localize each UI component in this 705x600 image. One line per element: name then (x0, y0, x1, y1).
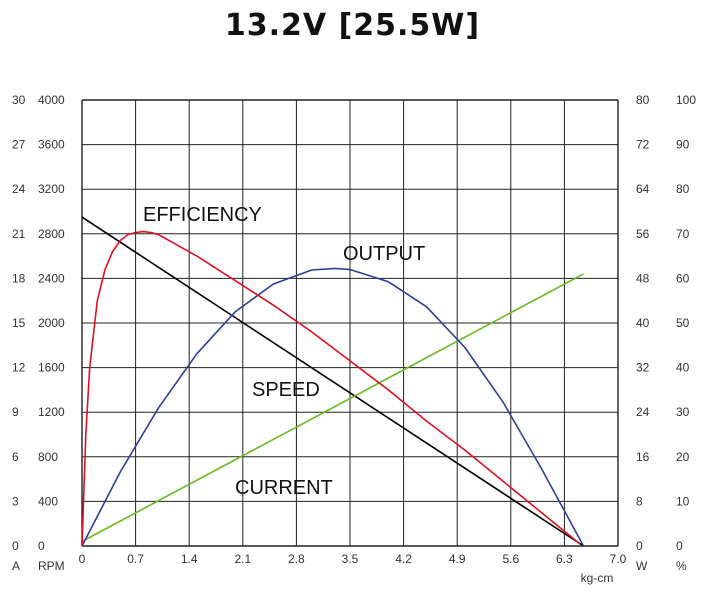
current-axis-tick: 18 (12, 271, 26, 285)
series-line-current (81, 273, 584, 543)
current-axis-tick: 24 (12, 182, 26, 196)
percent-axis-tick: 20 (676, 450, 690, 464)
curve-labels: EFFICIENCY OUTPUT SPEED CURRENT (143, 204, 425, 499)
watt-axis-tick: 32 (636, 361, 650, 375)
rpm-axis-unit-label: RPM (38, 559, 65, 573)
watt-axis-tick: 48 (636, 271, 650, 285)
label-current: CURRENT (235, 477, 333, 499)
percent-axis-tick: 0 (676, 539, 683, 553)
percent-axis-tick: 30 (676, 405, 690, 419)
chart-title: 13.2V [25.5W] (224, 8, 481, 43)
percent-axis-tick: 70 (676, 227, 690, 241)
rpm-axis-tick: 2400 (38, 271, 65, 285)
x-tick-label: 7.0 (610, 552, 627, 566)
current-axis-tick: 9 (12, 405, 19, 419)
rpm-axis-tick: 400 (38, 494, 58, 508)
rpm-axis-tick: 1200 (38, 405, 65, 419)
rpm-axis-tick: 0 (38, 539, 45, 553)
watt-axis-tick: 0 (636, 539, 643, 553)
x-tick-label: 2.8 (288, 552, 305, 566)
x-tick-label: 4.9 (449, 552, 466, 566)
grid (81, 99, 619, 547)
percent-axis-tick: 50 (676, 316, 690, 330)
percent-axis-tick: 40 (676, 361, 690, 375)
series-lines (81, 216, 585, 547)
watt-axis-tick: 24 (636, 405, 650, 419)
percent-axis-tick: 60 (676, 271, 690, 285)
percent-axis-tick: 80 (676, 182, 690, 196)
series-line-efficiency (81, 230, 581, 547)
rpm-axis-tick: 2000 (38, 316, 65, 330)
watt-axis-tick: 8 (636, 494, 643, 508)
watt-axis-tick: 56 (636, 227, 650, 241)
x-tick-label: 0.7 (127, 552, 144, 566)
percent-axis-tick: 100 (676, 93, 696, 107)
x-tick-label: 6.3 (556, 552, 573, 566)
watt-axis-tick: 64 (636, 182, 650, 196)
current-axis-tick: 6 (12, 450, 19, 464)
x-tick-label: 0 (79, 552, 86, 566)
rpm-axis-tick: 800 (38, 450, 58, 464)
current-axis-unit-label: A (12, 559, 20, 573)
label-output: OUTPUT (343, 243, 425, 265)
watt-axis-tick: 40 (636, 316, 650, 330)
x-tick-label: 2.1 (234, 552, 251, 566)
rpm-axis-tick: 2800 (38, 227, 65, 241)
rpm-axis-tick: 4000 (38, 93, 65, 107)
label-efficiency: EFFICIENCY (143, 204, 262, 226)
percent-axis-tick: 10 (676, 494, 690, 508)
x-tick-label: 3.5 (342, 552, 359, 566)
x-unit-label: kg-cm (581, 571, 614, 585)
rpm-axis-tick: 3600 (38, 138, 65, 152)
series-line-output (81, 267, 585, 547)
x-tick-label: 1.4 (181, 552, 198, 566)
label-speed: SPEED (252, 379, 320, 401)
current-axis-tick: 15 (12, 316, 26, 330)
percent-axis-tick: 90 (676, 138, 690, 152)
current-axis-tick: 27 (12, 138, 26, 152)
watt-axis-tick: 72 (636, 138, 650, 152)
watt-axis-tick: 16 (636, 450, 650, 464)
watt-axis-unit-label: W (636, 559, 648, 573)
current-axis-tick: 0 (12, 539, 19, 553)
current-axis-tick: 21 (12, 227, 26, 241)
percent-axis-unit-label: % (676, 559, 687, 573)
watt-axis-tick: 80 (636, 93, 650, 107)
tick-labels: 0 0.7 1.4 2.1 2.8 3.5 4.2 4.9 5.6 6.3 7.0 kg-cm 0 3 6 9… (12, 93, 696, 585)
series-line-speed (81, 216, 584, 547)
current-axis-tick: 12 (12, 361, 26, 375)
rpm-axis-tick: 3200 (38, 182, 65, 196)
x-tick-label: 4.2 (395, 552, 412, 566)
x-tick-label: 5.6 (502, 552, 519, 566)
rpm-axis-tick: 1600 (38, 361, 65, 375)
current-axis-tick: 30 (12, 93, 26, 107)
current-axis-tick: 3 (12, 494, 19, 508)
